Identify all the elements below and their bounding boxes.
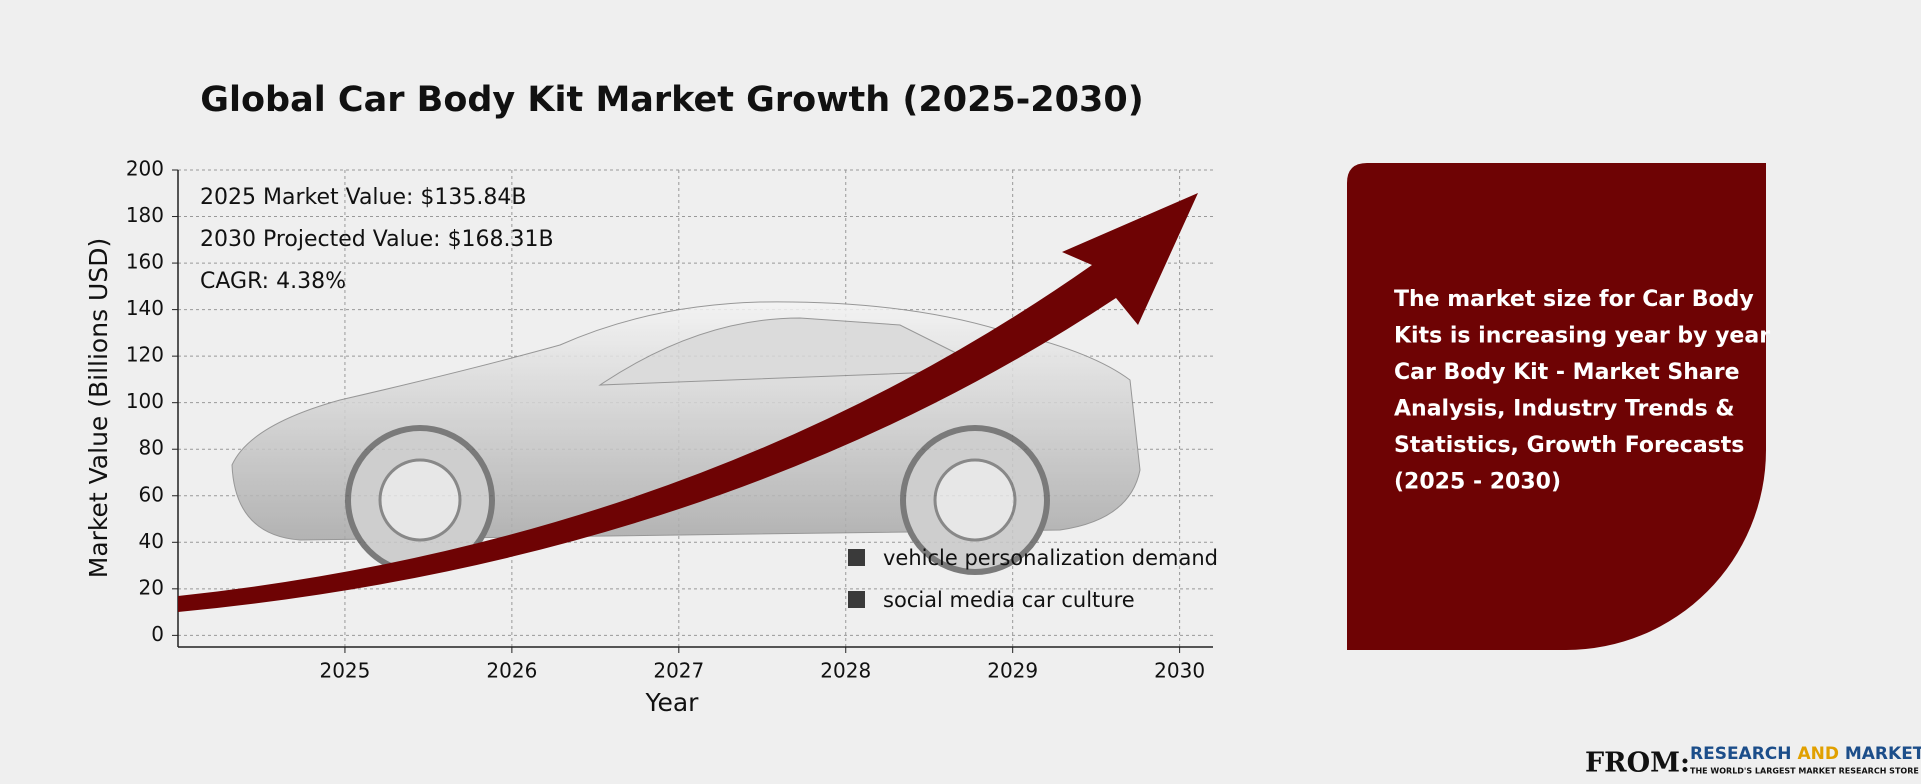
panel-line: The market size for Car Body [1394,287,1754,312]
y-tick-label: 120 [126,343,164,367]
legend-swatch [848,591,865,608]
brand-tagline: THE WORLD'S LARGEST MARKET RESEARCH STOR… [1690,767,1919,776]
panel-line: Car Body Kit - Market Share [1394,360,1740,385]
brand-word: AND [1797,744,1839,764]
panel-line: Statistics, Growth Forecasts [1394,433,1744,458]
brand-word: RESEARCH [1690,744,1792,764]
y-tick-label: 40 [139,529,164,553]
x-axis-label: Year [645,688,700,717]
annotation: 2025 Market Value: $135.84B [200,185,527,210]
x-tick-label: 2028 [820,659,871,683]
x-tick-label: 2027 [653,659,704,683]
x-tick-label: 2026 [486,659,537,683]
x-tick-label: 2025 [319,659,370,683]
footer-from: FROM: [1585,748,1690,779]
y-tick-label: 180 [126,203,164,227]
annotation: 2030 Projected Value: $168.31B [200,227,554,252]
x-tick-label: 2030 [1154,659,1205,683]
car-illustration [231,301,1141,575]
y-tick-label: 160 [126,250,164,274]
y-tick-label: 100 [126,389,164,413]
chart-title: Global Car Body Kit Market Growth (2025-… [200,80,1143,120]
y-tick-label: 60 [139,482,164,506]
brand-logo: RESEARCH AND MARKETS [1690,744,1921,764]
y-tick-label: 140 [126,296,164,320]
y-tick-label: 80 [139,436,164,460]
panel-line: Kits is increasing year by year [1394,324,1770,349]
legend-label: vehicle personalization demand [883,546,1218,570]
y-axis-label: Market Value (Billions USD) [84,238,113,578]
y-tick-label: 200 [126,157,164,181]
legend-swatch [848,549,865,566]
annotation: CAGR: 4.38% [200,269,346,294]
info-panel [1347,163,1766,650]
x-tick-label: 2029 [987,659,1038,683]
panel-line: Analysis, Industry Trends & [1394,397,1735,422]
y-tick-label: 20 [139,575,164,599]
panel-line: (2025 - 2030) [1394,470,1561,495]
legend-label: social media car culture [883,588,1135,612]
y-tick-label: 0 [151,622,164,646]
plot-area: 0 20 40 60 80 100 120 140 160 180 200 2025 2026 2027 2… [126,157,1213,683]
brand-word: MARKETS [1845,744,1921,764]
